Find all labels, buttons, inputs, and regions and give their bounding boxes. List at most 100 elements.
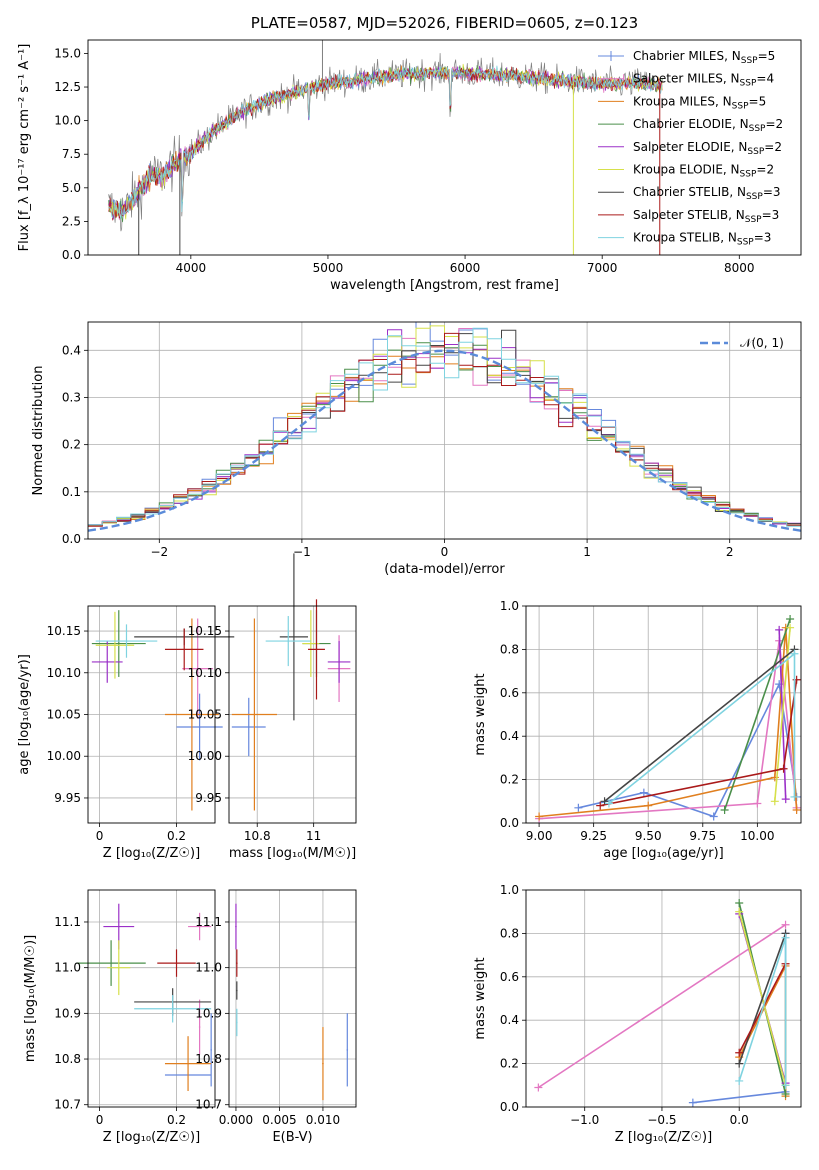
y-tick-label: 10.15 — [188, 624, 222, 638]
x-tick-label: 2 — [726, 545, 734, 559]
y-tick-label: 7.5 — [62, 147, 81, 161]
legend-tail: =2 — [764, 140, 782, 154]
y-tick-label: 10.10 — [47, 666, 81, 680]
y-tick-label: 10.05 — [188, 708, 222, 722]
data-point — [210, 1049, 212, 1051]
y-tick-label: 10.9 — [195, 1006, 222, 1020]
data-point — [198, 726, 201, 728]
x-tick-label: 0 — [96, 829, 104, 843]
legend-subscript: SSP — [737, 238, 754, 248]
legend-entry: Salpeter STELIB, NSSP=3 — [633, 208, 779, 225]
data-point — [315, 648, 318, 651]
x-tick-label: −0.5 — [647, 1113, 676, 1127]
y-tick-label: 10.9 — [54, 1006, 81, 1020]
mass-age-frame — [228, 605, 357, 824]
weight-marker — [781, 933, 790, 942]
legend-entry: 𝒩(0, 1) — [740, 336, 784, 350]
age-weight-panel: 9.00 9.25 9.50 9.75 10.00 0.0 0.2 0.4 0.6 0.8 1.0 a… — [473, 599, 802, 861]
x-axis-label: Z [log₁₀(Z/Z☉)] — [103, 1130, 200, 1145]
x-tick-label: 10.8 — [244, 829, 271, 843]
y-tick-label: 15.0 — [54, 46, 81, 60]
x-tick-label: 0 — [96, 1113, 104, 1127]
y-tick-label: 0.0 — [500, 1100, 519, 1114]
x-tick-label: −1.0 — [570, 1113, 599, 1127]
y-tick-label: 10.8 — [195, 1052, 222, 1066]
weight-marker — [786, 615, 795, 624]
z-mass-panel: 0 0.2 10.7 10.8 10.9 11.0 11.1 Z [log₁₀(Z/Z☉)] m… — [23, 889, 216, 1145]
y-tick-label: 0.2 — [62, 438, 81, 452]
legend-entry: Salpeter MILES, NSSP=4 — [633, 72, 774, 89]
weight-marker — [790, 792, 799, 801]
legend-tail: =3 — [762, 208, 780, 222]
legend-entry: Chabrier MILES, NSSP=5 — [633, 49, 775, 66]
x-axis-label: (data-model)/error — [384, 562, 505, 577]
data-point — [106, 661, 109, 663]
data-point — [125, 640, 128, 642]
weight-series-line — [774, 627, 791, 802]
data-point — [253, 713, 256, 716]
weight-marker — [792, 805, 801, 814]
legend-entry: Kroupa STELIB, NSSP=3 — [633, 231, 771, 248]
y-tick-label: 0.4 — [500, 729, 519, 743]
z-age-panel: 0 0.2 9.95 10.00 10.05 10.10 10.15 Z [log₁₀(Z/Z… — [17, 605, 235, 861]
weight-marker — [735, 907, 744, 916]
y-tick-label: 10.7 — [54, 1098, 81, 1112]
legend-tail: =5 — [749, 94, 767, 108]
y-axis-label: mass [log₁₀(M/M☉)] — [23, 935, 38, 1062]
data-point — [293, 636, 295, 638]
x-tick-label: 9.50 — [635, 829, 662, 843]
x-tick-label: 0.0 — [730, 1113, 749, 1127]
y-tick-label: 10.10 — [188, 666, 222, 680]
y-tick-label: 10.05 — [47, 708, 81, 722]
x-tick-label: 10.00 — [740, 829, 774, 843]
legend-subscript: SSP — [740, 79, 757, 89]
z-age-frame — [87, 605, 216, 824]
z-weight-panel: −1.0 −0.5 0.0 0.0 0.2 0.4 0.6 0.8 1.0 Z [log₁₀(Z/… — [473, 883, 802, 1145]
weight-marker — [781, 1081, 790, 1090]
weight-series-line — [738, 965, 787, 1097]
data-point — [235, 925, 237, 928]
spectrum-series-line — [108, 65, 663, 219]
x-tick-label: 0.010 — [306, 1113, 340, 1127]
spectrum-panel: 4000 5000 6000 7000 8000 0.0 2.5 5.0 7.5 10.0 12.5… — [17, 39, 802, 293]
residuals-plot-area — [88, 322, 801, 532]
ebv-mass-panel: 0.000 0.005 0.010 10.7 10.8 10.9 11.0 11.1 E(B-V… — [195, 889, 357, 1145]
legend-tail: =4 — [756, 72, 774, 86]
z-weight-frame — [525, 889, 802, 1108]
weight-marker — [535, 812, 544, 821]
age-weight-frame — [525, 605, 802, 824]
x-axis-label: Z [log₁₀(Z/Z☉)] — [615, 1130, 712, 1145]
weight-marker — [534, 1083, 543, 1092]
weight-marker — [644, 801, 653, 810]
data-point — [236, 989, 238, 992]
legend-tail: =3 — [754, 231, 772, 245]
weight-marker — [775, 625, 784, 634]
data-point — [322, 1062, 324, 1065]
legend-label: Kroupa MILES, N — [633, 94, 732, 108]
weight-marker — [779, 764, 788, 773]
data-point — [198, 1026, 201, 1028]
data-point — [171, 1007, 174, 1010]
legend-entry: Salpeter ELODIE, NSSP=2 — [633, 140, 782, 157]
legend-label: Chabrier MILES, N — [633, 49, 741, 63]
y-tick-label: 11.0 — [195, 961, 222, 975]
residuals-frame — [87, 321, 802, 540]
x-tick-label: 8000 — [724, 261, 755, 275]
legend-tail: =2 — [765, 117, 783, 131]
y-tick-label: 0.4 — [500, 1013, 519, 1027]
x-tick-label: 0.2 — [167, 1113, 186, 1127]
legend-label: Salpeter ELODIE, N — [633, 140, 747, 154]
weight-marker — [709, 812, 718, 821]
weight-marker — [753, 799, 762, 808]
x-tick-label: 0.005 — [262, 1113, 296, 1127]
y-tick-label: 10.8 — [54, 1052, 81, 1066]
spectrum-series-line — [108, 66, 663, 221]
x-axis-label: Z [log₁₀(Z/Z☉)] — [103, 846, 200, 861]
weight-marker — [604, 799, 613, 808]
legend-entry: Kroupa ELODIE, NSSP=2 — [633, 163, 774, 180]
x-tick-label: 9.25 — [580, 829, 607, 843]
weight-marker — [574, 803, 583, 812]
y-axis-label: mass weight — [473, 957, 488, 1039]
y-tick-label: 1.0 — [500, 599, 519, 613]
z-age-plot-area — [91, 610, 235, 811]
